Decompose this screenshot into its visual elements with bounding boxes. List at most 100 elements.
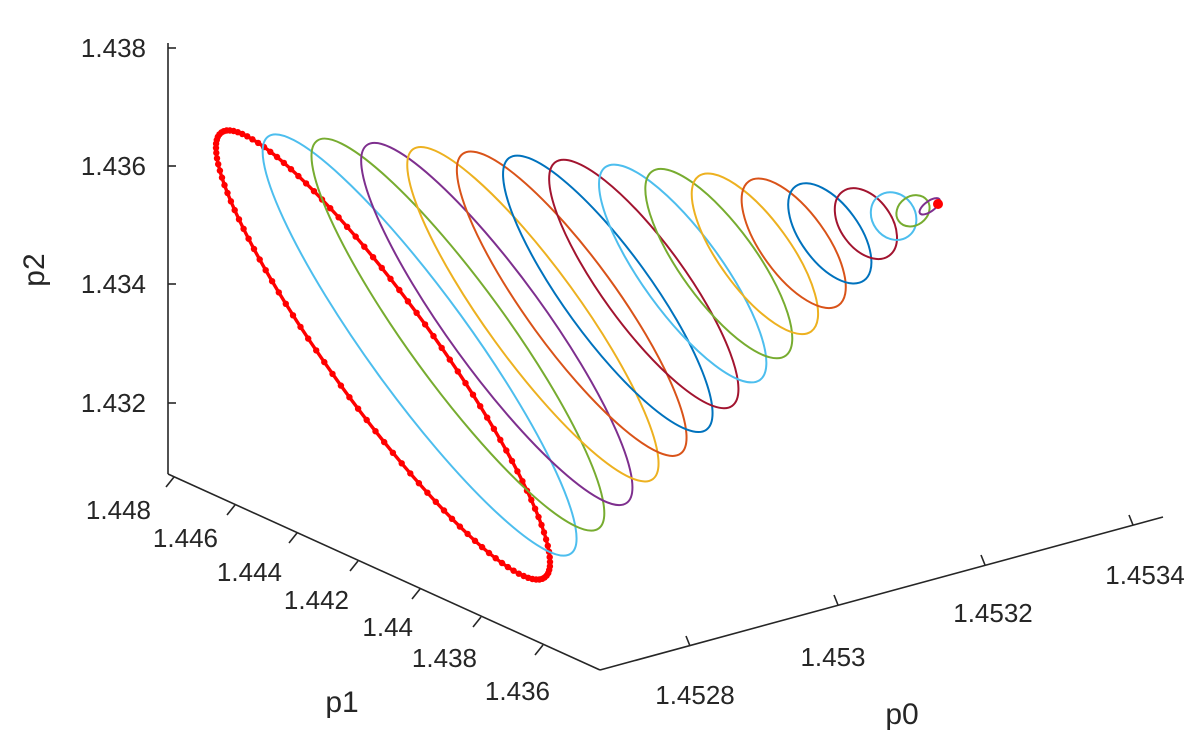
series-marker <box>239 130 246 138</box>
series-curve <box>740 177 847 310</box>
series-marker <box>535 513 542 521</box>
series-marker <box>484 414 491 421</box>
x-tick-mark <box>980 554 986 566</box>
series-curve <box>310 137 606 532</box>
series-marker <box>387 275 394 282</box>
z-tick-label: 1.436 <box>81 151 146 181</box>
series-marker <box>240 225 247 232</box>
series-curve <box>360 141 634 507</box>
y-tick-mark <box>534 644 544 656</box>
series-marker <box>369 254 377 261</box>
series-marker <box>497 436 504 443</box>
series-marker <box>424 489 431 496</box>
series-marker <box>227 198 235 205</box>
series-marker <box>490 425 498 432</box>
x-axis-line <box>599 516 1164 671</box>
series-marker <box>302 180 310 187</box>
series-marker <box>498 559 506 567</box>
series-marker <box>438 344 445 352</box>
y-tick-mark <box>165 476 175 488</box>
x-tick-label: 1.453 <box>800 642 865 672</box>
series-marker <box>361 243 368 250</box>
series-marker <box>267 148 274 155</box>
series-marker <box>381 438 388 446</box>
series-marker <box>337 382 345 389</box>
series-marker <box>508 457 516 465</box>
y-tick-mark <box>349 560 359 572</box>
series-marker <box>407 470 414 477</box>
x-tick-label: 1.4534 <box>1105 560 1185 590</box>
y-tick-label: 1.436 <box>485 676 550 706</box>
y-tick-label: 1.438 <box>412 643 477 673</box>
series-marker <box>430 332 437 340</box>
series-marker <box>352 233 359 240</box>
z-axis-ticks: 1.432 1.434 1.436 1.438 <box>81 33 176 418</box>
series-marker <box>289 312 297 319</box>
series-marker <box>250 245 258 253</box>
series-marker <box>372 428 379 435</box>
y-tick-label: 1.444 <box>217 557 282 587</box>
series-marker <box>477 403 484 410</box>
series-marker <box>492 555 499 562</box>
x-tick-mark <box>685 635 691 647</box>
series-marker <box>254 139 262 147</box>
series-marker <box>256 256 263 263</box>
series-marker <box>310 188 318 195</box>
series-marker <box>273 153 281 161</box>
series-marker <box>404 298 412 305</box>
series-marker <box>469 391 477 398</box>
x-tick-label: 1.4532 <box>953 598 1033 628</box>
series-marker <box>313 347 320 354</box>
series-marker <box>275 289 282 296</box>
series-marker <box>215 161 222 168</box>
series-marker <box>398 460 405 467</box>
series-marker <box>415 480 423 487</box>
series-marker <box>221 181 228 189</box>
series-marker <box>540 529 548 536</box>
series-marker <box>268 278 276 285</box>
series-marker <box>546 553 553 561</box>
series-marker <box>448 515 456 522</box>
y-tick-label: 1.446 <box>153 523 218 553</box>
series-marker <box>456 523 464 530</box>
series-marker <box>389 449 397 456</box>
series-marker <box>543 572 550 579</box>
series-curve <box>869 191 918 241</box>
series-marker <box>446 356 453 363</box>
series-marker <box>528 496 535 504</box>
series-marker <box>363 416 370 424</box>
series-marker <box>478 543 486 551</box>
y-axis-line <box>167 473 601 671</box>
series-curve <box>548 158 740 410</box>
series-marker <box>544 542 551 549</box>
y-tick-label: 1.44 <box>362 612 413 642</box>
z-axis-title: p2 <box>18 253 51 286</box>
series-marker <box>280 159 288 167</box>
series-marker <box>213 149 220 157</box>
series-marker <box>335 214 342 221</box>
series-marker <box>213 155 221 162</box>
x-tick-mark <box>1128 514 1134 526</box>
x-tick-mark <box>833 594 839 606</box>
y-tick-mark <box>411 588 421 600</box>
series-curve <box>502 154 714 434</box>
series-marker <box>504 563 512 571</box>
y-tick-mark <box>472 616 482 628</box>
series-curve <box>833 187 899 260</box>
series-marker <box>378 264 385 272</box>
series-marker <box>396 286 403 294</box>
x-axis-ticks: 1.4528 1.453 1.4532 1.4534 <box>655 514 1185 710</box>
series-marker <box>510 567 517 574</box>
series-marker <box>224 189 231 197</box>
series-marker <box>282 300 289 307</box>
y-tick-label: 1.442 <box>284 585 349 615</box>
series-marker <box>245 235 252 242</box>
series-marker <box>413 309 420 316</box>
endpoint-marker <box>933 199 943 209</box>
series-marker <box>249 136 256 143</box>
series-marker <box>503 447 510 454</box>
series-marker <box>262 267 269 274</box>
series-marker <box>216 167 224 174</box>
series-curve <box>406 145 660 483</box>
series-curve <box>895 194 931 228</box>
